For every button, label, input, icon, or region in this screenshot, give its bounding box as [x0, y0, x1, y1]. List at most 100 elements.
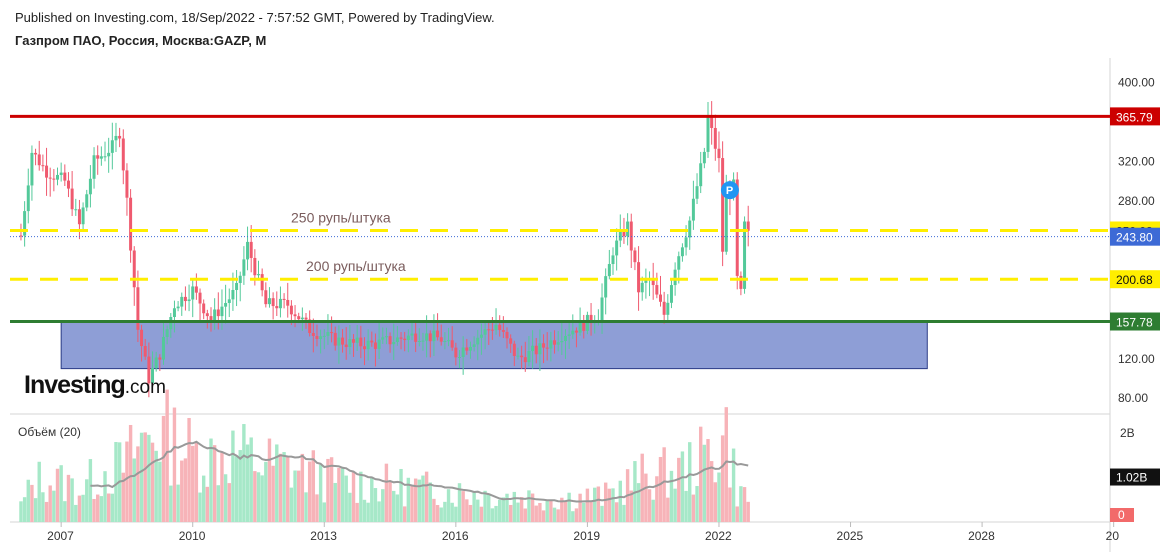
volume-bar [457, 483, 462, 522]
x-tick-label: 2007 [47, 529, 74, 543]
volume-bar [534, 505, 538, 522]
volume-bar [242, 424, 246, 522]
candle-body [563, 335, 567, 341]
volume-bar [52, 490, 56, 522]
volume-bar [297, 470, 301, 522]
candle-body [403, 338, 407, 341]
volume-bar [88, 459, 93, 522]
candle-body [523, 357, 527, 363]
candle-body [509, 338, 513, 344]
volume-bar [487, 493, 491, 522]
candle-body [289, 305, 293, 315]
candle-body [158, 357, 162, 360]
pin-marker[interactable] [720, 181, 739, 200]
candle-body [319, 336, 323, 339]
volume-bar [724, 407, 728, 522]
candle-body [264, 290, 268, 305]
candle-body [48, 177, 52, 179]
candle-body [666, 302, 670, 315]
candle-body [465, 347, 469, 351]
candle-body [560, 340, 564, 343]
candle-body [743, 221, 747, 289]
x-tick-label: 2010 [179, 529, 206, 543]
candle-body [249, 241, 253, 258]
volume-bar [114, 442, 118, 522]
y-tick-label: 120.00 [1118, 352, 1155, 366]
candle-body [516, 355, 520, 357]
candle-body [392, 341, 396, 345]
candle-body [257, 274, 261, 276]
candle-body [59, 172, 63, 175]
volume-bar [249, 437, 253, 522]
volume-bar [205, 486, 210, 522]
volume-bar [373, 488, 378, 522]
volume-bar [260, 475, 264, 522]
volume-bar [85, 479, 89, 522]
candle-body [191, 286, 195, 300]
volume-bar [607, 488, 612, 522]
volume-bar [603, 482, 608, 522]
candle-body [136, 287, 140, 330]
volume-bar [684, 490, 688, 522]
candle-body [114, 135, 118, 141]
volume-bar [731, 448, 736, 522]
candle-body [118, 135, 122, 139]
candle-body [198, 292, 202, 304]
candle-body [19, 235, 23, 237]
candle-body [622, 231, 626, 237]
volume-bar [340, 467, 345, 522]
candle-body [637, 262, 641, 293]
volume-last-label: 1.02B [1116, 471, 1147, 485]
x-tick-label: 2028 [968, 529, 995, 543]
volume-bar [413, 478, 418, 522]
volume-bar [41, 492, 45, 522]
volume-bar [669, 470, 674, 522]
candle-body [450, 340, 454, 348]
volume-bar [519, 497, 524, 522]
volume-bar [395, 494, 400, 522]
volume-bar [183, 458, 188, 522]
x-tick-label: 2025 [837, 529, 864, 543]
volume-bar [596, 486, 601, 522]
candle-body [490, 329, 494, 331]
volume-bar [286, 456, 290, 522]
volume-bar [680, 451, 685, 522]
candle-body [231, 289, 235, 300]
candle-body [414, 333, 418, 342]
volume-bar [450, 502, 454, 522]
resistance-label-bg [1110, 107, 1160, 126]
volume-bar [66, 474, 71, 522]
candle-body [417, 340, 421, 342]
volume-bar [366, 502, 370, 522]
candle-body [673, 269, 677, 286]
volume-bar [63, 501, 67, 522]
candle-body [425, 333, 429, 341]
volume-bar [702, 444, 707, 522]
candle-body [253, 257, 257, 276]
candle-body [501, 330, 505, 332]
volume-bar [191, 445, 195, 522]
y-tick-label: 80.00 [1118, 391, 1148, 405]
volume-bar [406, 477, 411, 522]
volume-bar [582, 502, 586, 522]
volume-bar [644, 473, 648, 522]
candle-body [567, 334, 571, 336]
candle-body [633, 250, 637, 263]
volume-bar [216, 485, 221, 522]
volume-bar [461, 491, 465, 522]
volume-bar [256, 472, 261, 522]
volume-bar [706, 439, 710, 522]
volume-bar [673, 488, 677, 522]
candle-body [85, 194, 89, 208]
volume-bar [746, 501, 750, 522]
candle-body [140, 329, 144, 347]
candle-body [330, 332, 334, 334]
candle-body [512, 343, 516, 356]
candle-body [432, 330, 436, 342]
candle-body [479, 334, 483, 338]
volume-bar [121, 472, 125, 522]
candle-body [443, 340, 447, 342]
volume-bar [589, 501, 593, 522]
volume-bar [362, 499, 367, 522]
